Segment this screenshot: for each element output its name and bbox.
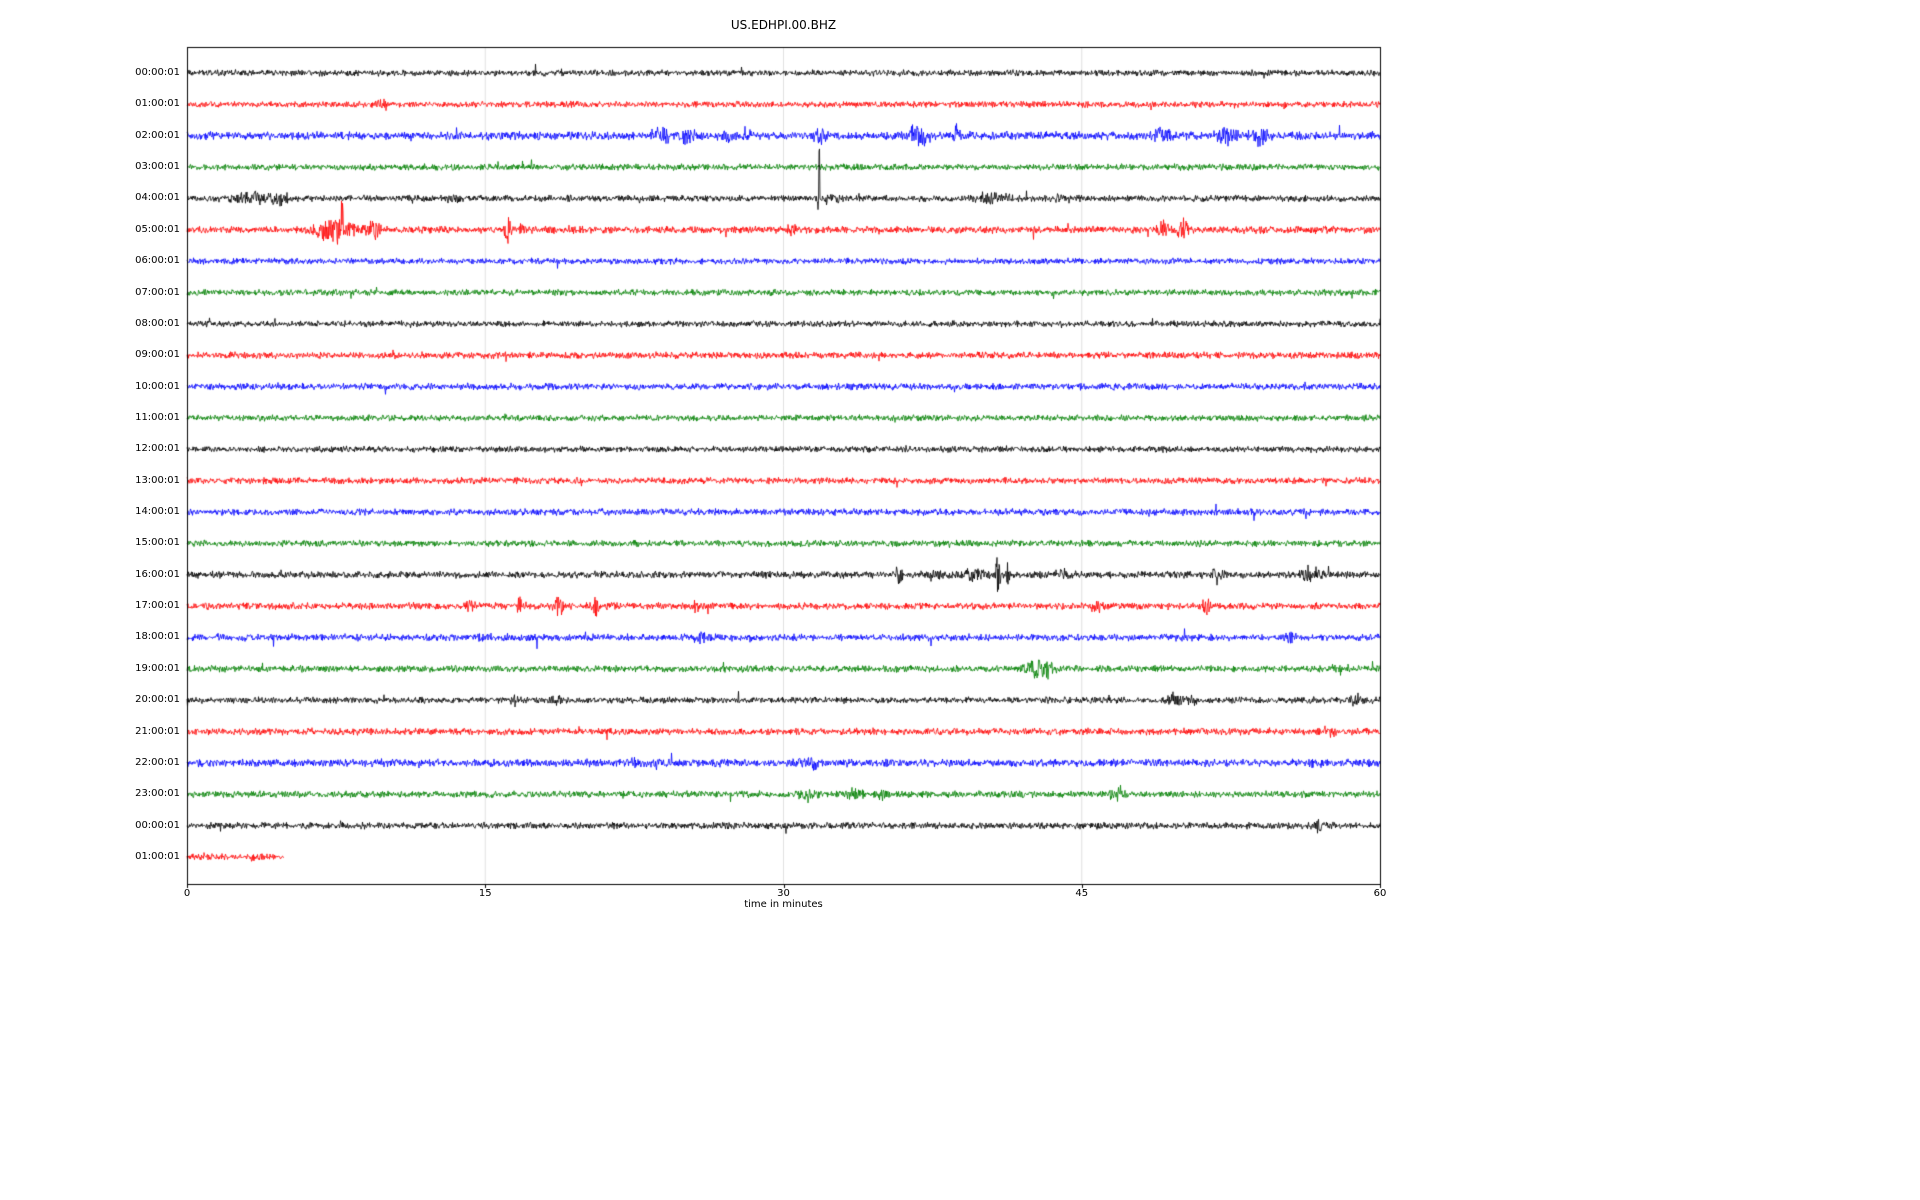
trace-time-label: 01:00:01 bbox=[135, 98, 180, 110]
x-tick-label: 0 bbox=[183, 888, 191, 899]
x-tick-label: 15 bbox=[478, 888, 492, 899]
trace-time-label: 04:00:01 bbox=[135, 192, 180, 204]
trace-time-label: 06:00:01 bbox=[135, 255, 180, 267]
x-tick-label: 30 bbox=[777, 888, 790, 899]
trace-time-label: 14:00:01 bbox=[135, 506, 180, 518]
trace-time-label: 17:00:01 bbox=[135, 600, 180, 612]
trace-time-label: 02:00:01 bbox=[135, 129, 180, 141]
trace-time-label: 00:00:01 bbox=[135, 67, 180, 78]
trace-time-label: 12:00:01 bbox=[135, 443, 180, 455]
trace-time-label: 16:00:01 bbox=[135, 568, 180, 580]
trace-time-label: 05:00:01 bbox=[135, 223, 180, 235]
trace-time-label: 22:00:01 bbox=[135, 756, 180, 768]
trace-time-label: 10:00:01 bbox=[135, 380, 180, 392]
page-title: US.EDHPI.00.BHZ bbox=[730, 18, 837, 32]
x-axis-label: time in minutes bbox=[744, 899, 823, 910]
trace-time-label: 23:00:01 bbox=[135, 788, 180, 800]
trace-time-label: 03:00:01 bbox=[135, 161, 180, 173]
trace-time-label: 13:00:01 bbox=[135, 474, 180, 486]
trace-time-label: 20:00:01 bbox=[135, 694, 180, 706]
trace-time-label: 01:00:01 bbox=[135, 851, 180, 862]
x-tick-label: 45 bbox=[1075, 888, 1089, 899]
trace-time-label: 07:00:01 bbox=[135, 286, 180, 298]
trace-time-label: 08:00:01 bbox=[135, 317, 180, 329]
trace-time-label: 15:00:01 bbox=[135, 537, 180, 549]
trace-time-label: 11:00:01 bbox=[135, 411, 180, 423]
x-tick-label: 60 bbox=[1373, 888, 1387, 899]
trace-time-label: 00:00:01 bbox=[135, 819, 180, 831]
trace-time-label: 18:00:01 bbox=[135, 631, 180, 643]
trace-time-label: 19:00:01 bbox=[135, 662, 180, 674]
trace-time-label: 09:00:01 bbox=[135, 349, 180, 361]
trace-time-label: 21:00:01 bbox=[135, 725, 180, 737]
